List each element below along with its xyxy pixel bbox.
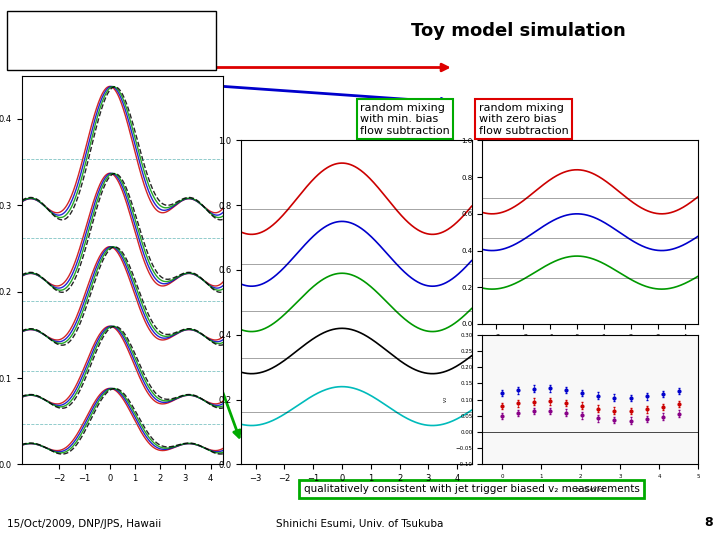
X-axis label: $p_T$ (GeV/c): $p_T$ (GeV/c) <box>575 485 606 494</box>
Text: random mixing
with min. bias
flow subtraction: random mixing with min. bias flow subtra… <box>360 103 450 136</box>
Text: 15/Oct/2009, DNP/JPS, Hawaii: 15/Oct/2009, DNP/JPS, Hawaii <box>7 519 161 529</box>
Text: : 25.5% (jet): : 25.5% (jet) <box>14 59 138 69</box>
Text: : 14.9% (bias): : 14.9% (bias) <box>14 46 143 55</box>
Text: $v_2^{Asso}$ : 13.1% (flow): $v_2^{Asso}$ : 13.1% (flow) <box>14 19 117 34</box>
Y-axis label: $v_2$: $v_2$ <box>442 396 450 403</box>
Text: Toy model simulation: Toy model simulation <box>411 22 626 39</box>
Text: random mixing
with zero bias
flow subtraction: random mixing with zero bias flow subtra… <box>479 103 569 136</box>
Bar <box>7 11 216 70</box>
Text: 8: 8 <box>704 516 713 529</box>
Text: qualitatively consistent with jet trigger biased v₂ measurements: qualitatively consistent with jet trigge… <box>304 484 639 494</box>
Text: Shinichi Esumi, Univ. of Tsukuba: Shinichi Esumi, Univ. of Tsukuba <box>276 519 444 529</box>
Text: : 13.6% (m.b.): : 13.6% (m.b.) <box>14 32 143 42</box>
